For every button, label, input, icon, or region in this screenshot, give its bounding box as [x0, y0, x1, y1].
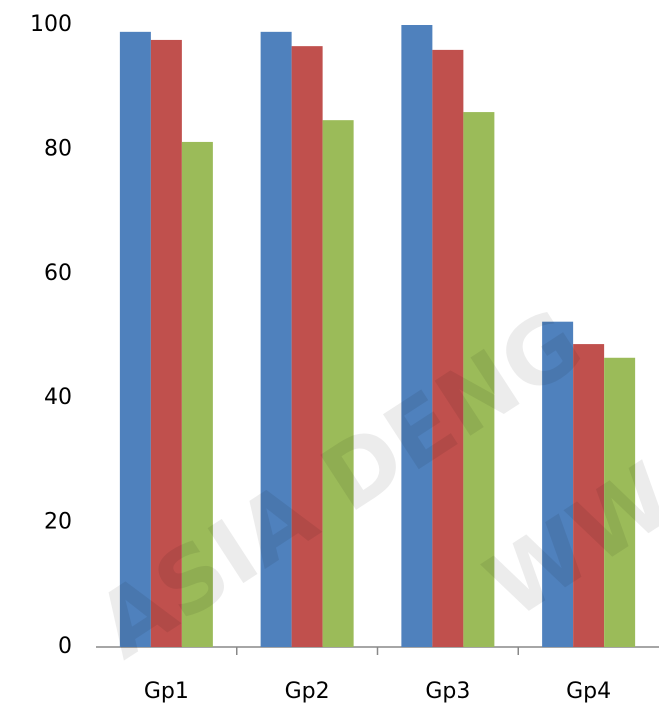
y-tick-label: 80: [44, 136, 72, 161]
bar: [604, 357, 636, 647]
y-tick-label: 20: [44, 510, 72, 535]
y-tick-label: 40: [44, 385, 72, 410]
y-tick-label: 0: [58, 634, 72, 659]
bar: [401, 25, 433, 647]
x-tick-label: Gp1: [144, 679, 189, 704]
bar: [119, 31, 151, 648]
bar: [542, 321, 574, 647]
y-tick-label: 60: [44, 261, 72, 286]
bar: [322, 120, 354, 647]
bar: [150, 39, 182, 648]
x-tick-label: Gp2: [285, 679, 330, 704]
bar: [181, 141, 213, 647]
x-tick-label: Gp3: [425, 679, 470, 704]
bar: [463, 112, 495, 647]
bar: [573, 344, 605, 647]
bar: [432, 49, 464, 647]
bar: [260, 31, 292, 648]
x-tick-label: Gp4: [566, 679, 611, 704]
y-tick-label: 100: [30, 12, 72, 37]
bar: [291, 46, 323, 647]
